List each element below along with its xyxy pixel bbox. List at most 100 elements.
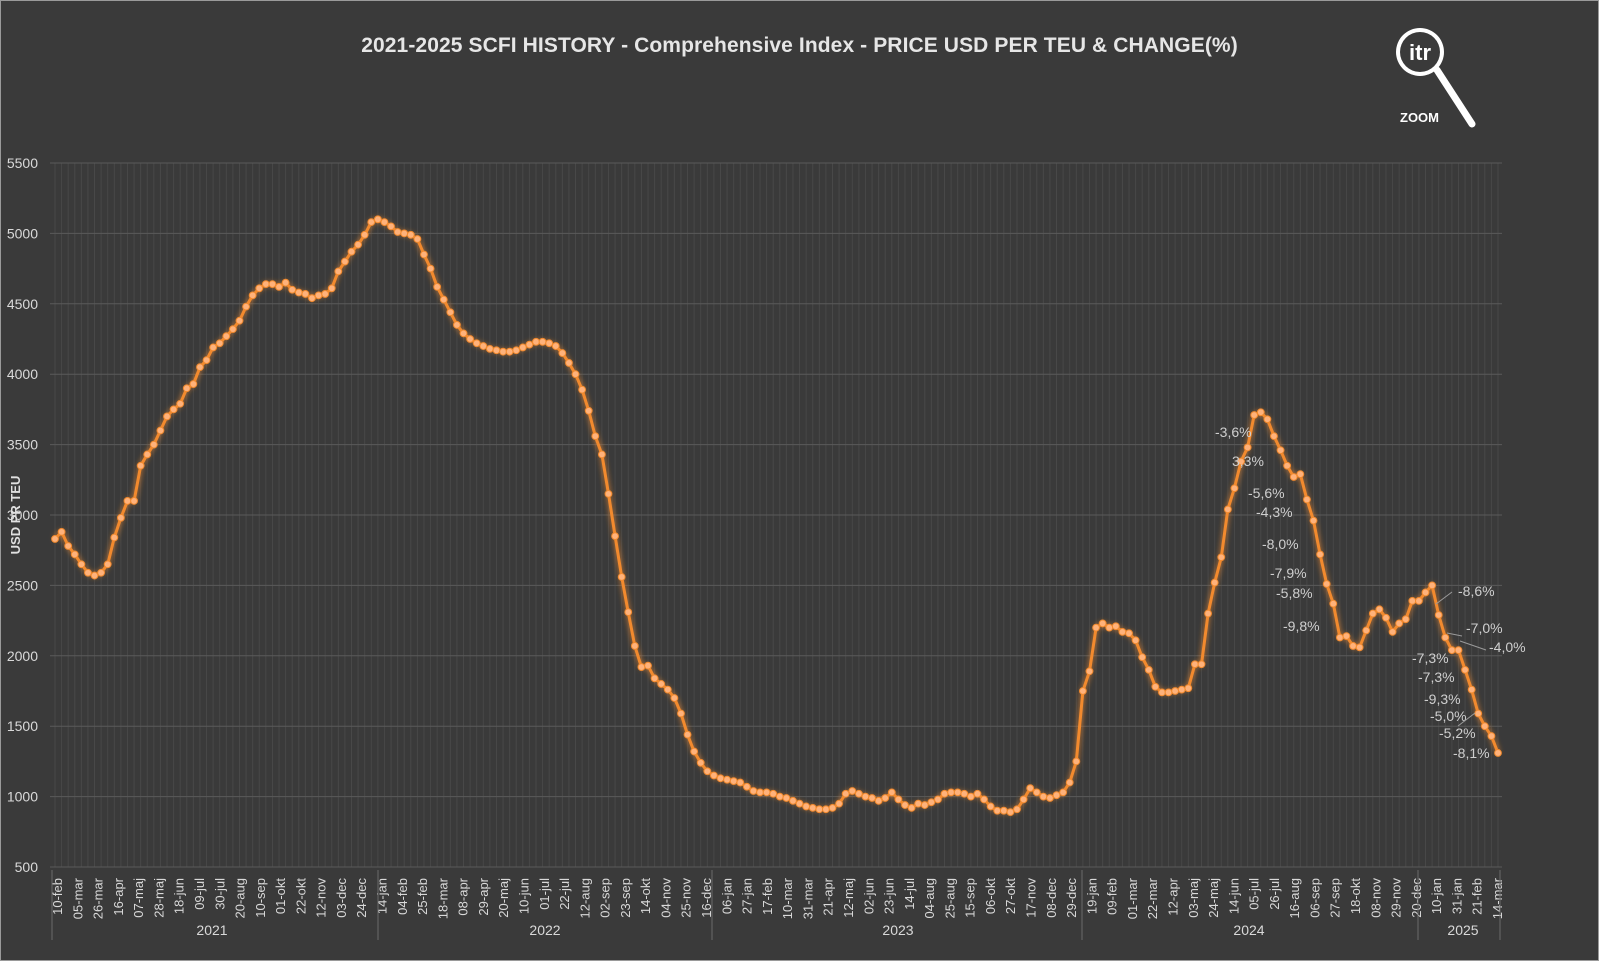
data-point: [413, 235, 422, 243]
change-annotation: -5,0%: [1430, 708, 1467, 724]
x-tick-label: 21-apr: [821, 877, 836, 915]
data-point: [1401, 615, 1410, 624]
data-point: [980, 795, 988, 804]
data-point: [367, 218, 376, 227]
data-point: [255, 284, 264, 293]
data-point: [532, 337, 540, 346]
x-tick-label: 20-aug: [233, 878, 248, 918]
annotation-leader: [1457, 712, 1476, 727]
x-tick-label: 06-okt: [983, 878, 998, 915]
data-point: [545, 339, 554, 348]
logo-caption: ZOOM: [1400, 110, 1439, 125]
data-point: [591, 432, 600, 441]
data-point: [604, 489, 613, 498]
x-tick-label: 01-okt: [273, 878, 288, 915]
x-tick-label: 10-jan: [1429, 878, 1444, 914]
grid: [50, 162, 1502, 868]
data-point: [347, 247, 356, 256]
x-tick-label: 04-nov: [658, 878, 673, 918]
data-point: [1078, 687, 1087, 695]
data-point: [163, 412, 171, 421]
data-point: [1362, 626, 1371, 635]
data-point: [77, 560, 86, 569]
data-point: [143, 450, 152, 459]
data-point: [663, 685, 672, 694]
data-point: [1151, 682, 1160, 691]
data-point: [209, 343, 218, 352]
data-point: [808, 803, 817, 812]
data-point: [920, 801, 929, 809]
data-point: [64, 542, 73, 550]
data-point: [116, 513, 125, 522]
data-point: [229, 325, 237, 334]
change-annotation: -8,0%: [1262, 536, 1299, 552]
data-point: [624, 608, 633, 617]
x-tick-label: 09-jul: [192, 878, 207, 910]
data-point: [769, 789, 778, 798]
x-tick-label: 26-jul: [1267, 878, 1282, 910]
y-axis-label: USD PR TEU: [8, 476, 23, 555]
data-point: [387, 222, 395, 231]
data-point: [887, 788, 896, 797]
data-point: [538, 337, 547, 346]
data-point: [459, 329, 468, 338]
data-point: [136, 461, 145, 470]
data-point: [822, 805, 830, 814]
x-tick-label: 01-jul: [537, 878, 552, 910]
data-point: [1467, 685, 1476, 694]
data-point: [1039, 792, 1048, 801]
change-annotation: -4,3%: [1256, 504, 1293, 520]
data-point: [934, 795, 942, 804]
data-point: [380, 218, 389, 227]
data-point: [1006, 808, 1015, 816]
data-point: [433, 283, 442, 291]
data-point: [1085, 667, 1094, 676]
data-point: [736, 778, 745, 787]
data-point: [762, 788, 771, 797]
x-tick-label: 24-dec: [354, 878, 369, 918]
data-point: [729, 777, 738, 786]
change-annotation: -7,3%: [1418, 669, 1455, 685]
year-label: 2021: [196, 922, 227, 938]
data-point: [907, 803, 916, 812]
data-point: [1197, 660, 1206, 669]
change-annotation: -4,0%: [1489, 639, 1526, 655]
data-point: [1046, 794, 1054, 802]
data-point: [1428, 581, 1437, 590]
data-point: [1309, 516, 1318, 525]
data-point: [1217, 553, 1226, 562]
data-point: [1441, 633, 1450, 642]
data-point: [393, 228, 402, 236]
x-tick-label: 16-apr: [111, 877, 126, 915]
x-tick-label: 29-nov: [1389, 878, 1404, 918]
x-tick-label: 17-feb: [760, 878, 775, 915]
x-tick-label: 25-feb: [415, 878, 430, 915]
series-group: [51, 215, 1502, 816]
data-point: [1013, 805, 1021, 814]
y-tick-label: 1000: [7, 789, 38, 805]
data-point: [492, 346, 501, 355]
data-point: [182, 384, 191, 393]
logo-inner-circle: [1400, 32, 1440, 72]
y-tick-label: 4500: [7, 296, 38, 312]
year-label: 2025: [1447, 922, 1478, 938]
data-point: [1303, 495, 1311, 504]
data-point: [1164, 688, 1173, 697]
data-point: [1283, 461, 1292, 470]
data-point: [1032, 788, 1041, 797]
data-point: [275, 283, 283, 291]
data-point: [723, 775, 731, 784]
data-point: [1191, 660, 1199, 669]
data-point: [710, 771, 718, 780]
data-point: [986, 802, 995, 811]
data-point: [657, 680, 666, 688]
data-point: [1349, 642, 1357, 650]
x-tick-label: 03-maj: [1186, 878, 1201, 918]
data-point: [1158, 688, 1166, 697]
data-point: [597, 450, 606, 459]
data-point: [505, 347, 514, 356]
data-point: [914, 799, 923, 808]
data-point: [400, 229, 409, 238]
data-point: [835, 799, 843, 808]
data-point: [1223, 505, 1232, 514]
